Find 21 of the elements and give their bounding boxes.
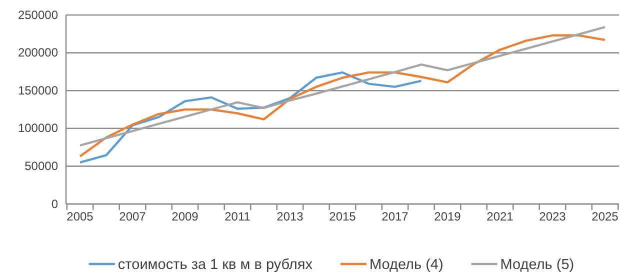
x-tick-label: 2013 — [276, 210, 304, 224]
y-tick-label: 200000 — [18, 46, 58, 60]
legend-label: Модель (5) — [500, 257, 574, 273]
y-tick-label: 150000 — [18, 83, 58, 98]
x-tick-label: 2021 — [486, 210, 514, 224]
line-series — [78, 71, 422, 164]
x-tick-label: 2011 — [224, 210, 251, 224]
x-tick-label: 2023 — [539, 210, 566, 224]
x-tick-label: 2019 — [434, 210, 462, 224]
legend-label: Модель (4) — [369, 257, 444, 273]
y-tick-label: 50000 — [24, 159, 58, 174]
x-tick-label: 2017 — [382, 210, 409, 224]
y-tick-label: 100000 — [18, 121, 58, 136]
x-tick-label: 2005 — [66, 210, 94, 224]
x-tick-label: 2007 — [119, 210, 146, 224]
y-tick-label: 250000 — [18, 8, 58, 22]
x-tick-label: 2015 — [329, 210, 356, 224]
x-tick-label: 2009 — [172, 210, 199, 224]
x-tick-label: 2025 — [592, 210, 619, 224]
legend-label: стоимость за 1 кв м в рублях — [118, 257, 314, 273]
y-tick-label: 0 — [51, 196, 58, 211]
